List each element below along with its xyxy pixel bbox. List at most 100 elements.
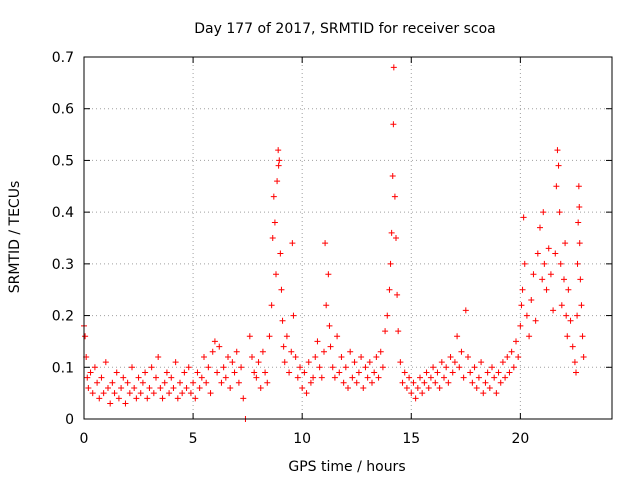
data-point xyxy=(517,322,524,329)
data-point xyxy=(447,353,454,360)
data-point xyxy=(394,291,401,298)
data-point xyxy=(556,209,563,216)
data-point xyxy=(303,390,310,397)
data-point xyxy=(288,348,295,355)
data-point xyxy=(351,359,358,366)
data-point xyxy=(299,384,306,391)
data-point xyxy=(497,379,504,386)
data-point xyxy=(454,333,461,340)
data-point xyxy=(371,369,378,376)
data-point xyxy=(233,348,240,355)
data-point xyxy=(280,343,287,350)
data-point xyxy=(425,384,432,391)
data-point xyxy=(220,364,227,371)
data-point xyxy=(268,302,275,309)
data-point xyxy=(521,260,528,267)
data-point xyxy=(139,379,146,386)
data-point xyxy=(181,369,188,376)
data-point xyxy=(414,384,421,391)
data-point xyxy=(279,317,286,324)
data-point xyxy=(423,369,430,376)
data-point xyxy=(278,286,285,293)
data-point xyxy=(467,369,474,376)
data-point xyxy=(257,384,264,391)
data-point xyxy=(553,183,560,190)
data-point xyxy=(196,384,203,391)
data-point xyxy=(561,276,567,283)
data-point xyxy=(177,379,183,386)
data-point xyxy=(133,395,140,402)
data-point xyxy=(307,379,314,386)
data-point xyxy=(124,379,131,386)
y-tick-label: 0.7 xyxy=(52,50,74,66)
data-point xyxy=(449,369,456,376)
data-point xyxy=(144,395,151,402)
grid-lines xyxy=(84,57,612,419)
data-point xyxy=(142,369,149,376)
data-point xyxy=(366,359,373,366)
data-point xyxy=(419,390,426,397)
data-point xyxy=(410,379,417,386)
data-point xyxy=(579,333,586,340)
y-tick-labels: 0 0.1 0.2 0.3 0.4 0.5 0.6 0.7 xyxy=(52,50,74,428)
data-point xyxy=(555,162,562,169)
data-point xyxy=(297,364,303,371)
data-point xyxy=(240,395,247,402)
data-point xyxy=(508,348,515,355)
data-point xyxy=(484,369,491,376)
data-point xyxy=(334,333,341,340)
data-point xyxy=(518,302,525,309)
data-point xyxy=(353,379,360,386)
data-point xyxy=(205,364,212,371)
data-point xyxy=(443,364,450,371)
data-point xyxy=(499,359,506,366)
data-point xyxy=(432,379,439,386)
data-point xyxy=(441,374,447,381)
data-point xyxy=(270,193,277,200)
data-point xyxy=(264,379,271,386)
data-point xyxy=(471,364,478,371)
data-points xyxy=(81,64,587,422)
data-point xyxy=(427,374,434,381)
data-point xyxy=(486,384,493,391)
data-point xyxy=(506,369,513,376)
data-point xyxy=(382,328,389,335)
data-point xyxy=(510,364,517,371)
plot-frame xyxy=(83,56,613,420)
data-point xyxy=(369,379,375,386)
data-point xyxy=(266,333,273,340)
data-point xyxy=(395,328,402,335)
data-point xyxy=(201,353,207,360)
data-point xyxy=(129,364,135,371)
data-point xyxy=(277,250,284,257)
data-point xyxy=(530,271,537,278)
data-point xyxy=(545,245,552,252)
data-point xyxy=(211,338,218,345)
data-point xyxy=(146,384,153,391)
data-point xyxy=(493,390,500,397)
data-point xyxy=(576,203,583,210)
data-point xyxy=(305,359,312,366)
data-point xyxy=(358,353,365,360)
data-point xyxy=(543,286,550,293)
data-point xyxy=(360,384,367,391)
data-point xyxy=(225,353,231,360)
data-point xyxy=(364,374,371,381)
y-tick-label: 0.5 xyxy=(52,153,74,169)
data-point xyxy=(131,384,138,391)
y-axis-label: SRMTID / TECUs xyxy=(7,181,23,294)
data-point xyxy=(161,379,168,386)
data-point xyxy=(355,369,362,376)
data-point xyxy=(528,297,535,304)
data-point xyxy=(111,390,118,397)
data-point xyxy=(157,384,164,391)
data-point xyxy=(118,384,125,391)
data-point xyxy=(323,302,330,309)
data-point xyxy=(513,338,519,345)
data-point xyxy=(294,374,301,381)
data-point xyxy=(222,374,229,381)
data-point xyxy=(469,379,476,386)
data-point xyxy=(347,348,354,355)
data-point xyxy=(456,364,463,371)
